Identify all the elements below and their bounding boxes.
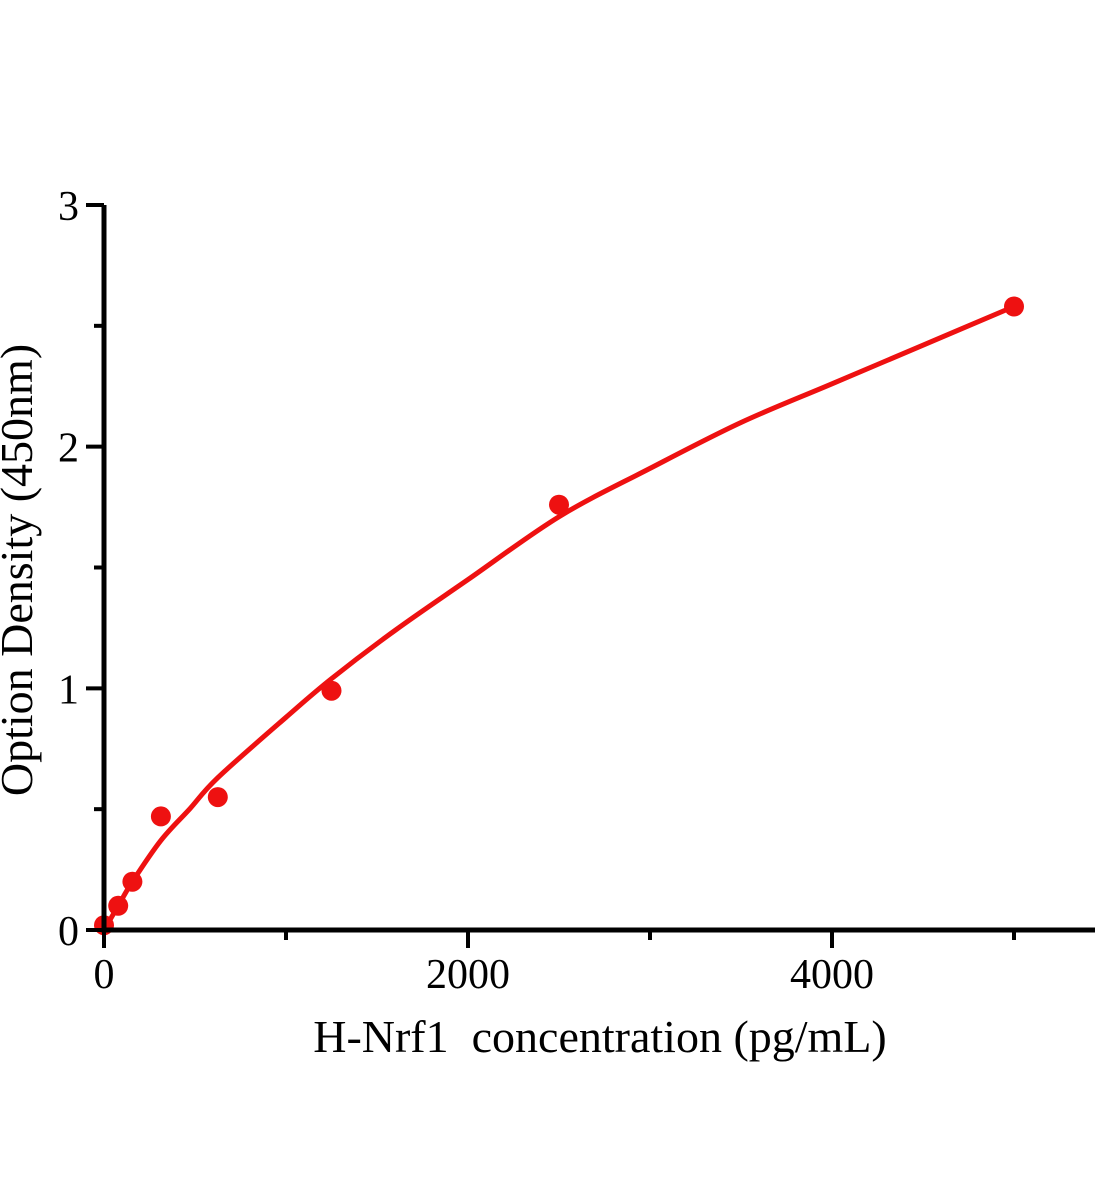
y-tick-label: 2 (58, 426, 79, 472)
data-point (321, 680, 342, 701)
data-point (207, 787, 228, 808)
data-point (1004, 296, 1024, 317)
y-tick-label: 1 (58, 667, 79, 713)
fit-curve-line (101, 304, 1017, 933)
data-point (108, 895, 129, 916)
x-tick-label: 0 (94, 952, 115, 998)
x-tick-label: 4000 (790, 952, 874, 998)
x-tick-label: 2000 (426, 952, 510, 998)
y-tick-label: 3 (58, 184, 79, 230)
data-point (122, 871, 143, 892)
y-tick-label: 0 (58, 909, 79, 955)
data-point (549, 494, 569, 515)
plot-area: 0 2000 4000 0 1 2 3 (58, 184, 1095, 998)
y-axis-title: Option Density (450nm) (0, 344, 42, 796)
x-axis-title: H-Nrf1 concentration (pg/mL) (313, 1011, 887, 1062)
data-point (150, 806, 171, 827)
